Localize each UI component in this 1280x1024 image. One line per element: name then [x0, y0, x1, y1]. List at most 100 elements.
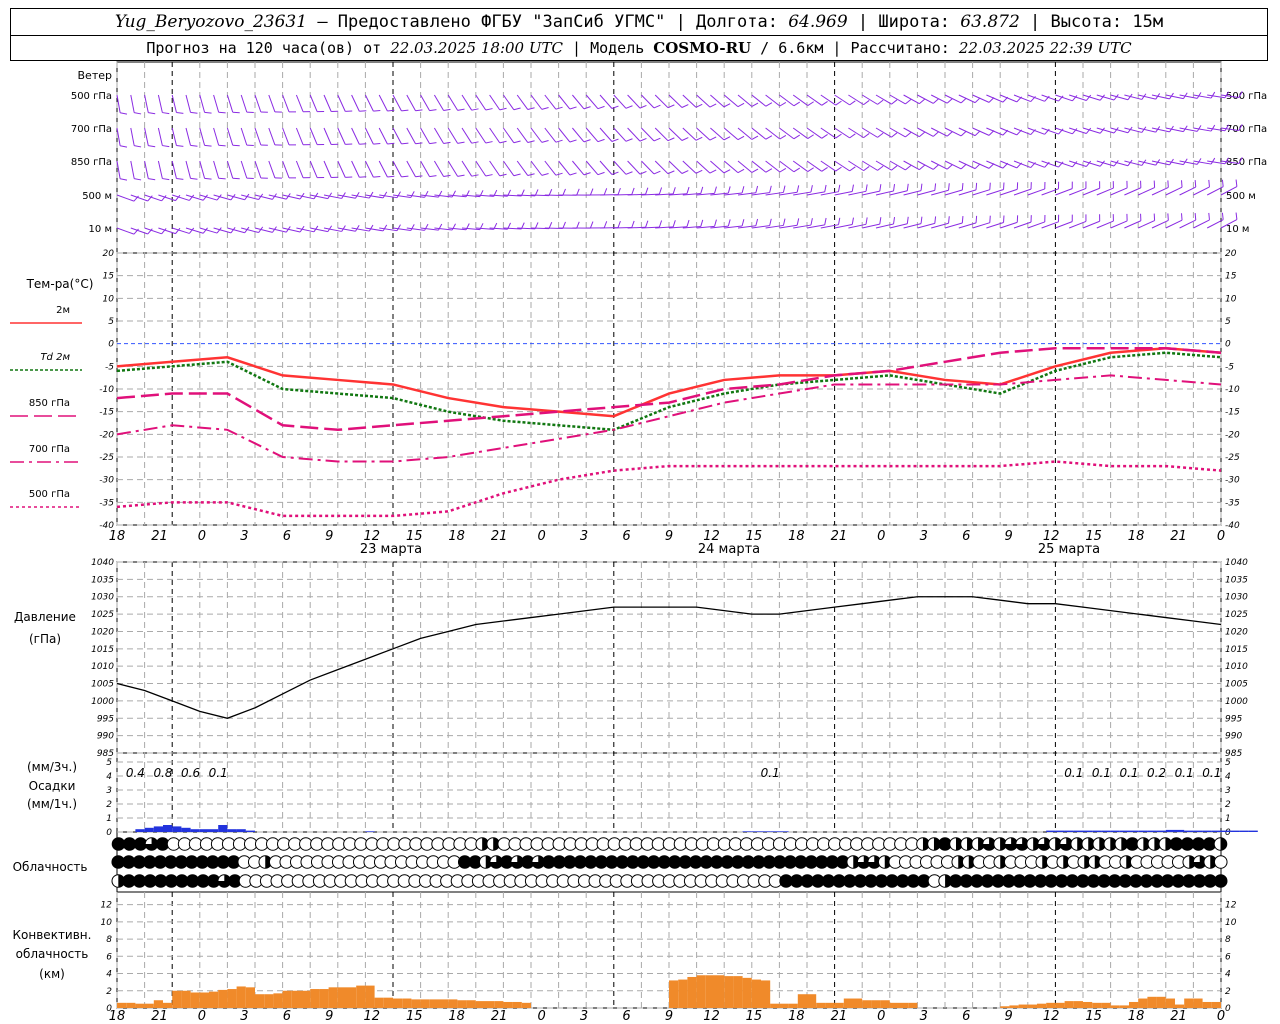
precip-unit-3h: (мм/3ч.)	[27, 760, 77, 774]
convective-bar	[1202, 1001, 1212, 1008]
wind-barb	[406, 194, 425, 198]
wind-barb-feather	[865, 184, 868, 192]
wind-barb	[889, 94, 906, 105]
convective-bar	[209, 991, 219, 1008]
wind-barb-feather	[1208, 212, 1210, 220]
wind-barb	[226, 127, 234, 146]
wind-barb-feather	[1196, 158, 1202, 165]
wind-barb-feather	[946, 131, 953, 137]
wind-barb	[972, 94, 990, 103]
wind-barb	[447, 94, 459, 111]
wind-barb-feather	[672, 187, 676, 195]
cloud-symbol-half	[1033, 837, 1040, 851]
wind-barb-feather	[583, 139, 591, 143]
wind-barb	[875, 190, 894, 196]
pressure-ytick-right: 985	[1225, 749, 1242, 759]
conv-ytick: 12	[101, 901, 113, 911]
precip-bar	[190, 829, 200, 832]
precip-bar	[1202, 830, 1212, 832]
wind-barb	[723, 94, 739, 108]
precip-3h-label: 0.1	[1202, 766, 1221, 780]
wind-barb	[779, 191, 798, 196]
wind-barb	[875, 160, 892, 171]
wind-barb-feather	[1221, 179, 1224, 187]
wind-barb-feather	[769, 218, 772, 226]
wind-barb-feather	[1224, 157, 1229, 165]
wind-barb	[157, 94, 163, 113]
wind-barb	[585, 94, 599, 109]
wind-barb	[944, 160, 962, 170]
wind-barb-feather	[863, 100, 870, 106]
model-label: Модель	[590, 39, 645, 57]
precip-bar	[209, 829, 219, 832]
hour-tick-bottom: 3	[580, 1009, 588, 1024]
convective-bar	[843, 998, 853, 1008]
lat-value: 63.872	[960, 12, 1020, 32]
wind-barb-feather	[1224, 91, 1229, 99]
wind-barb-feather	[755, 185, 759, 193]
convective-bar	[218, 989, 228, 1008]
wind-barb	[627, 94, 641, 109]
cloud-symbol-three-quarter	[867, 855, 881, 869]
convective-bar	[475, 1001, 485, 1008]
wind-barb	[268, 160, 276, 179]
wind-barb	[1179, 94, 1198, 99]
wind-barb-feather	[148, 145, 156, 148]
wind-barb	[282, 127, 290, 146]
wind-barb-feather	[148, 112, 156, 115]
pressure-ytick-right: 1010	[1225, 662, 1248, 672]
wind-barb-feather	[920, 183, 923, 191]
wind-barb	[917, 94, 934, 104]
wind-barb-feather	[424, 223, 429, 231]
temp-ytick: -20	[99, 430, 114, 440]
wind-barb	[820, 224, 839, 229]
wind-barb-feather	[905, 165, 912, 171]
wind-barb	[282, 227, 301, 233]
temp-ytick-right: 5	[1225, 317, 1231, 327]
wind-barb-feather	[658, 187, 663, 195]
wind-barb-feather	[513, 107, 521, 111]
wind-barb	[889, 190, 908, 196]
wind-barb	[737, 192, 756, 196]
forecast-label: Прогноз на 120 часа(ов) от	[146, 39, 382, 57]
wind-barb-feather	[877, 165, 884, 171]
wind-title: Ветер	[78, 69, 112, 82]
wind-level-label: 500 гПа	[71, 91, 112, 102]
hour-tick: 3	[240, 529, 248, 544]
wind-barb	[323, 94, 332, 112]
wind-barb-feather	[863, 166, 870, 172]
temp-ytick: 15	[103, 272, 115, 282]
wind-barb-feather	[133, 195, 139, 202]
wind-barb-feather	[387, 109, 395, 112]
wind-barb-feather	[1113, 127, 1119, 134]
wind-barb	[861, 127, 878, 138]
wind-barb-feather	[162, 112, 170, 115]
wind-barb-feather	[905, 132, 912, 138]
pressure-ytick: 1015	[91, 645, 114, 655]
wind-barb	[351, 160, 360, 178]
wind-barb	[116, 94, 121, 113]
wind-barb-feather	[429, 109, 437, 112]
convective-bar	[1027, 1004, 1037, 1008]
wind-barb	[737, 94, 753, 107]
provider: – Предоставлено ФГБУ "ЗапСиб УГМС"	[317, 12, 666, 32]
precip-3h-label: 0.1	[1064, 766, 1083, 780]
wind-barb-feather	[555, 172, 563, 176]
wind-barb	[1220, 127, 1239, 132]
precip-bar	[135, 829, 145, 832]
wind-barb	[268, 127, 276, 146]
convective-bar	[1193, 998, 1203, 1008]
convective-bar	[190, 992, 200, 1008]
wind-barb-feather	[695, 169, 703, 174]
wind-barb-feather	[457, 141, 465, 144]
wind-barb	[820, 191, 839, 196]
wind-barb-feather	[443, 141, 451, 144]
precip-bar	[1248, 830, 1258, 832]
convective-bar	[853, 998, 863, 1008]
wind-barb-feather	[765, 135, 773, 140]
wind-barb-feather	[415, 142, 423, 145]
wind-barb-feather	[471, 174, 479, 177]
wind-barb-feather	[1194, 180, 1197, 188]
wind-barb	[572, 127, 585, 143]
wind-barb-feather	[541, 106, 549, 110]
